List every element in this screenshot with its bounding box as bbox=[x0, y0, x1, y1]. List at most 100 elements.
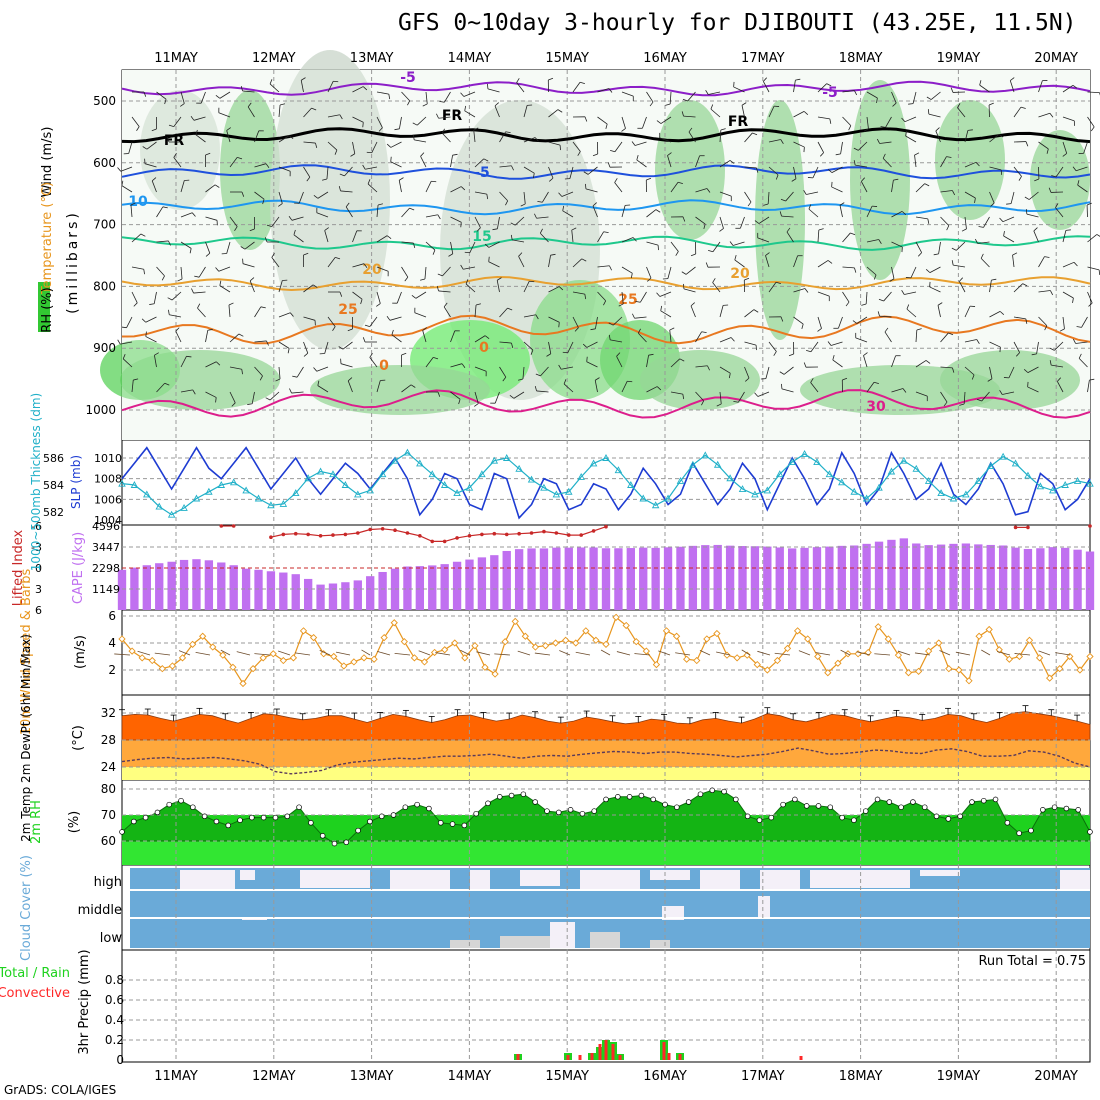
wind-barb bbox=[327, 81, 334, 93]
wind-barb-flag bbox=[240, 246, 246, 250]
wind-barb bbox=[420, 156, 427, 168]
date-label-top: 12MAY bbox=[252, 51, 296, 66]
wind-barb bbox=[959, 281, 966, 293]
rh-marker bbox=[166, 801, 172, 808]
wind-barb bbox=[621, 237, 634, 243]
wind-barb bbox=[327, 114, 340, 118]
wind-barb bbox=[303, 166, 311, 178]
rh-marker bbox=[296, 804, 302, 810]
cloud-gap bbox=[520, 870, 560, 886]
thickness-marker bbox=[192, 494, 201, 502]
wind-barb-flag bbox=[729, 241, 734, 246]
wind-speed-marker bbox=[894, 651, 903, 659]
wind-barb-flag bbox=[345, 202, 350, 208]
wind-barb-flag bbox=[154, 352, 159, 356]
wind-barb-flag bbox=[667, 152, 672, 156]
thickness-marker bbox=[118, 479, 126, 487]
wind10m-barb bbox=[277, 650, 291, 656]
wind-barb bbox=[244, 241, 255, 250]
wind-tick-label: 2 bbox=[108, 663, 116, 677]
precip-conv-bar bbox=[667, 1053, 671, 1060]
wind-barb bbox=[156, 266, 165, 277]
wind-barb-flag bbox=[876, 138, 880, 144]
wind10m-barb bbox=[534, 652, 551, 656]
wind-barb bbox=[450, 186, 462, 193]
wind-barb-flag bbox=[1072, 166, 1077, 171]
wind-barb-flag bbox=[441, 128, 445, 134]
wind10m-barb bbox=[178, 650, 191, 656]
cape-tick-label: 4596 bbox=[92, 520, 120, 533]
rh-marker bbox=[331, 840, 338, 847]
wind10m-barb bbox=[154, 652, 171, 656]
rh-marker bbox=[1087, 829, 1093, 835]
credit-label: GrADS: COLA/IGES bbox=[4, 1083, 117, 1097]
cape-bar bbox=[1011, 547, 1020, 610]
wind-speed-marker bbox=[783, 644, 792, 653]
thickness-marker bbox=[440, 481, 449, 488]
wind-barb bbox=[278, 191, 283, 204]
wind-barb-flag bbox=[832, 355, 835, 361]
wind-barb bbox=[450, 216, 462, 223]
wind-barb-flag bbox=[460, 222, 462, 228]
wind-barb-flag bbox=[791, 178, 797, 182]
thickness-marker bbox=[676, 477, 685, 484]
wind-barb-flag bbox=[1010, 77, 1015, 81]
wind-speed-marker bbox=[834, 659, 842, 667]
wind10m-barb bbox=[815, 652, 831, 656]
wind-barb bbox=[131, 233, 142, 243]
wind-barb-flag bbox=[237, 157, 243, 160]
wind-barb-flag bbox=[1057, 377, 1062, 382]
cape-bar bbox=[577, 547, 586, 610]
wind-barb-flag bbox=[362, 337, 366, 343]
cape-bar bbox=[974, 544, 983, 610]
isotherm-line bbox=[121, 275, 1091, 292]
wind-barb-flag bbox=[507, 307, 513, 311]
wind-barb-flag bbox=[959, 403, 965, 406]
wind-barb bbox=[719, 130, 722, 143]
wind-barb-flag bbox=[584, 294, 587, 300]
wind-barb bbox=[861, 181, 868, 193]
wind-barb-flag bbox=[873, 274, 877, 280]
cape-bar bbox=[614, 548, 623, 610]
cape-tick-label: 2298 bbox=[92, 562, 120, 575]
wind-barb bbox=[659, 291, 672, 297]
wind-barb bbox=[670, 241, 679, 252]
cape-bar bbox=[887, 539, 896, 610]
wind-barb-flag bbox=[571, 227, 577, 231]
wind-barb bbox=[195, 134, 206, 143]
wind-barb bbox=[487, 88, 500, 93]
wind-barb bbox=[810, 341, 819, 352]
wind-barb bbox=[180, 241, 192, 249]
wind-barb-flag bbox=[303, 352, 309, 357]
wind-barb bbox=[345, 206, 353, 218]
wind-barb-flag bbox=[853, 147, 859, 151]
date-label-bottom: 14MAY bbox=[448, 1069, 492, 1084]
wind-barb-flag bbox=[616, 352, 621, 357]
wind-barb bbox=[572, 316, 579, 328]
wind-barb bbox=[1038, 141, 1049, 150]
wind-barb-flag bbox=[539, 228, 543, 234]
wind-barb bbox=[910, 266, 917, 279]
date-axis-top: 11MAY 12MAY 13MAY 14MAY 15MAY 16MAY 17MAY 18MAY… bbox=[154, 51, 1078, 66]
thickness-marker bbox=[577, 472, 585, 480]
wind-barb-flag bbox=[339, 114, 343, 120]
wind-barb-flag bbox=[893, 178, 899, 181]
wind-barb bbox=[247, 106, 255, 118]
wind-barb-flag bbox=[716, 403, 722, 407]
cape-bar bbox=[589, 547, 598, 610]
wind-barb bbox=[523, 166, 535, 174]
wind-speed-marker bbox=[985, 625, 993, 634]
wind-barb bbox=[695, 365, 708, 368]
wind-barb-flag bbox=[448, 253, 453, 257]
wind10m-barb bbox=[559, 650, 571, 656]
wind-barb-flag bbox=[476, 227, 481, 232]
wind-barb-flag bbox=[518, 252, 523, 257]
wind-barb bbox=[390, 161, 402, 168]
wind-barb bbox=[839, 205, 843, 218]
wind-barb bbox=[523, 105, 528, 118]
wind-speed-marker bbox=[239, 679, 247, 688]
wind-barb bbox=[879, 141, 892, 144]
temp-mid-band bbox=[122, 740, 1090, 767]
thickness-marker bbox=[614, 466, 623, 474]
wind10m-barb bbox=[254, 653, 271, 656]
